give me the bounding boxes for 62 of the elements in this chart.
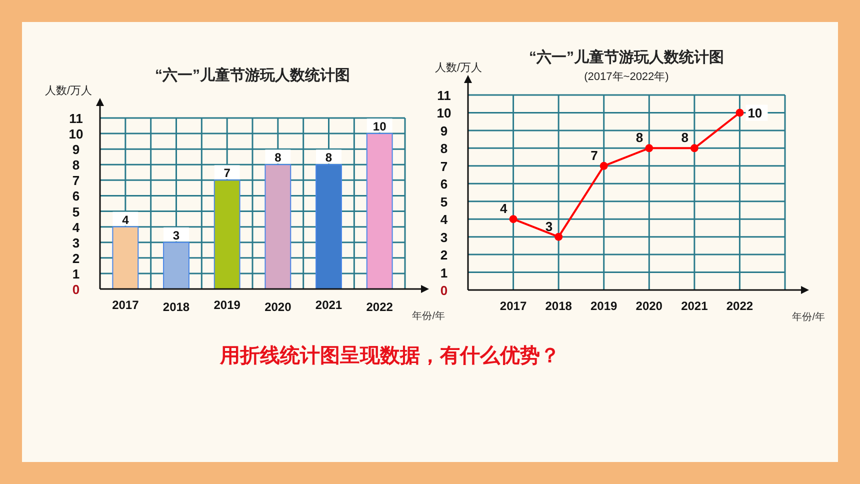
y-tick-label: 4	[440, 212, 448, 228]
y-tick-label: 10	[68, 126, 84, 142]
x-tick-label: 2021	[681, 299, 708, 313]
data-label: 3	[172, 228, 180, 242]
text: 用折线统计图呈现数据，有什么优势？	[219, 344, 560, 367]
y-tick-label: 0	[440, 283, 448, 298]
data-label: 10	[372, 120, 387, 134]
y-tick-label: 1	[72, 266, 80, 282]
x-axis-title: 年份/年	[792, 311, 825, 323]
x-tick-label: 2022	[366, 300, 394, 314]
x-tick-label: 2019	[214, 298, 241, 312]
y-tick-label: 8	[72, 158, 80, 173]
data-label: 8	[681, 130, 688, 146]
x-tick-label: 2022	[726, 299, 754, 313]
x-tick-label: 2020	[264, 300, 292, 314]
point	[690, 144, 698, 152]
chart-subtitle: (2017年~2022年)	[584, 71, 669, 83]
x-tick-label: 2018	[162, 300, 190, 314]
point	[600, 162, 608, 170]
data-label: 10	[748, 106, 762, 121]
data-label: 8	[636, 130, 644, 146]
y-tick-label: 8	[440, 141, 448, 156]
y-tick-label: 4	[72, 220, 80, 235]
y-tick-label: 11	[437, 88, 451, 103]
data-label: 7	[224, 166, 231, 180]
x-tick-label: 2018	[545, 299, 572, 313]
y-tick-label: 6	[72, 188, 80, 204]
point	[554, 232, 563, 241]
y-tick-label: 3	[72, 235, 80, 250]
point	[736, 108, 744, 117]
y-tick-label: 7	[72, 173, 80, 188]
x-tick-label: 2019	[590, 299, 618, 313]
chart-title: “六一”儿童节游玩人数统计图	[155, 66, 350, 84]
y-tick-label: 1	[440, 265, 448, 280]
y-tick-label: 3	[440, 230, 448, 245]
y-axis-title: 人数/万人	[45, 85, 92, 97]
y-tick-label: 2	[72, 250, 80, 266]
x-axis-title: 年份/年	[412, 310, 445, 322]
data-label: 8	[325, 150, 332, 165]
y-axis-title: 人数/万人	[435, 62, 482, 74]
y-tick-label: 6	[440, 176, 448, 192]
data-label: 4	[122, 212, 130, 227]
y-tick-label: 2	[440, 248, 448, 263]
chart-title: “六一”儿童节游玩人数统计图	[529, 48, 724, 66]
x-tick-label: 2017	[112, 298, 140, 312]
x-tick-label: 2017	[500, 299, 527, 313]
y-tick-label: 5	[72, 204, 80, 220]
data-label: 3	[545, 218, 553, 234]
y-tick-label: 11	[69, 111, 83, 126]
data-label: 4	[500, 201, 508, 216]
y-tick-label: 9	[72, 142, 80, 158]
point	[509, 215, 518, 224]
point	[645, 144, 654, 152]
data-label: 7	[590, 148, 598, 163]
y-tick-label: 0	[72, 282, 80, 297]
x-tick-label: 2021	[315, 298, 342, 312]
y-tick-label: 7	[440, 158, 448, 174]
y-tick-label: 10	[436, 106, 452, 121]
x-tick-label: 2020	[636, 299, 663, 313]
y-tick-label: 5	[440, 194, 448, 210]
data-label: 8	[274, 150, 282, 165]
y-tick-label: 9	[440, 123, 448, 138]
